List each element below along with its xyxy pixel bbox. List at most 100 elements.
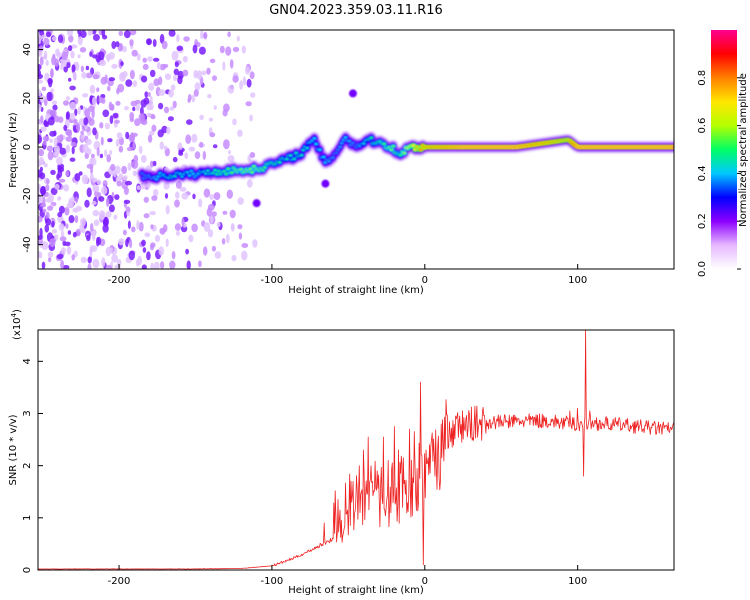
noise-speckle xyxy=(83,117,89,126)
noise-speckle xyxy=(113,214,118,220)
noise-speckle xyxy=(38,63,42,71)
colorbar-gradient xyxy=(711,30,737,269)
noise-speckle xyxy=(184,152,189,160)
ridge-core-blob xyxy=(398,153,403,157)
noise-speckle xyxy=(38,73,43,80)
noise-speckle xyxy=(86,163,94,169)
noise-speckle xyxy=(56,52,63,58)
noise-speckle xyxy=(170,84,176,91)
noise-speckle xyxy=(66,129,71,137)
noise-speckle xyxy=(139,182,147,190)
noise-speckle xyxy=(52,104,58,111)
noise-speckle xyxy=(120,61,124,67)
noise-speckle xyxy=(74,108,78,117)
noise-speckle xyxy=(54,234,59,241)
noise-speckle xyxy=(78,171,83,176)
noise-speckle xyxy=(106,53,111,63)
noise-speckle xyxy=(206,207,213,217)
noise-speckle xyxy=(177,70,184,80)
noise-speckle xyxy=(153,189,159,197)
noise-speckle xyxy=(237,129,243,137)
noise-speckle xyxy=(150,160,154,168)
noise-speckle xyxy=(131,226,136,233)
noise-speckle xyxy=(147,56,153,62)
noise-speckle xyxy=(81,174,89,185)
noise-speckle xyxy=(72,71,77,80)
noise-speckle xyxy=(117,83,125,93)
noise-speckle xyxy=(39,56,44,66)
noise-speckle xyxy=(228,150,231,155)
noise-speckle xyxy=(151,195,158,201)
noise-speckle xyxy=(144,232,151,238)
noise-speckle xyxy=(187,98,191,103)
noise-speckle xyxy=(118,145,124,153)
noise-speckle xyxy=(77,30,82,35)
noise-speckle xyxy=(85,72,93,79)
noise-speckle xyxy=(66,62,71,69)
noise-speckle xyxy=(45,184,50,192)
noise-speckle xyxy=(195,72,200,77)
noise-speckle xyxy=(202,246,208,256)
noise-speckle xyxy=(213,105,217,110)
noise-speckle xyxy=(59,134,64,143)
noise-speckle xyxy=(40,203,46,208)
noise-speckle xyxy=(75,122,80,131)
colorbar-tick-label: 0.4 xyxy=(697,165,708,181)
noise-speckle xyxy=(86,187,92,198)
noise-speckle xyxy=(129,112,135,120)
noise-speckle xyxy=(39,227,43,238)
noise-speckle xyxy=(198,260,202,268)
noise-speckle xyxy=(209,132,216,138)
noise-speckle xyxy=(186,260,191,269)
noise-speckle xyxy=(38,215,43,223)
noise-speckle xyxy=(89,245,94,253)
noise-speckle xyxy=(212,144,218,149)
noise-speckle xyxy=(241,243,249,248)
noise-speckle xyxy=(38,103,42,113)
noise-speckle xyxy=(109,115,114,124)
noise-speckle xyxy=(38,254,43,259)
noise-speckle xyxy=(44,224,50,233)
noise-speckle xyxy=(150,115,156,120)
noise-speckle xyxy=(146,251,151,261)
noise-speckle xyxy=(125,180,132,186)
noise-speckle xyxy=(111,41,117,49)
noise-speckle xyxy=(181,192,189,200)
noise-speckle xyxy=(138,145,143,154)
snr-x-tick-label: 0 xyxy=(422,576,428,587)
noise-speckle xyxy=(67,230,72,235)
noise-speckle xyxy=(176,45,184,52)
spectrogram-y-tick-label: 0 xyxy=(22,144,33,150)
noise-speckle xyxy=(134,99,141,104)
noise-speckle xyxy=(156,62,161,70)
noise-speckle xyxy=(73,118,78,124)
noise-speckle xyxy=(44,98,48,107)
noise-speckle xyxy=(89,51,93,57)
noise-speckle xyxy=(90,223,94,232)
noise-speckle xyxy=(237,197,244,205)
noise-speckle xyxy=(118,137,124,146)
ridge-core-blob xyxy=(338,145,343,149)
snr-y-tick-label: 1 xyxy=(22,515,33,521)
noise-speckle xyxy=(86,234,91,241)
noise-speckle xyxy=(236,35,240,42)
noise-speckle xyxy=(208,117,214,122)
noise-speckle xyxy=(174,61,179,68)
noise-speckle xyxy=(85,65,90,71)
spectrogram-frame xyxy=(37,29,675,270)
noise-speckle xyxy=(153,57,160,62)
noise-speckle xyxy=(198,198,203,208)
noise-speckle xyxy=(57,116,64,123)
noise-speckle xyxy=(241,250,248,261)
noise-speckle xyxy=(59,147,67,155)
noise-speckle xyxy=(105,197,110,207)
noise-speckle xyxy=(158,246,164,256)
noise-speckle xyxy=(49,238,56,248)
noise-speckle xyxy=(161,40,168,50)
noise-speckle xyxy=(91,200,97,206)
noise-speckle xyxy=(40,126,47,132)
noise-speckle xyxy=(75,228,81,237)
noise-speckle xyxy=(163,181,170,190)
noise-speckle xyxy=(245,101,252,107)
